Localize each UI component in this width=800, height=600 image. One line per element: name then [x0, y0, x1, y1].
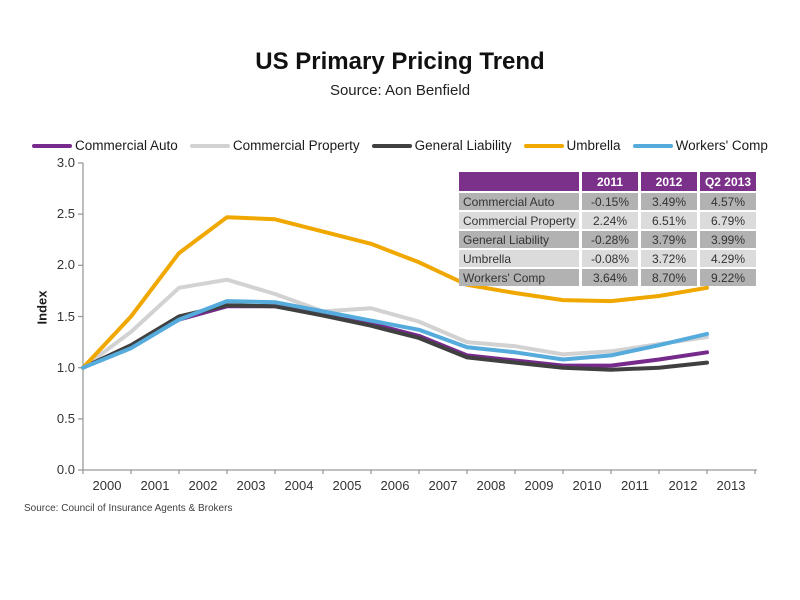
- series-line-commercial-property: [81, 277, 709, 370]
- table-cell: 3.72%: [641, 250, 697, 267]
- table-header-cell: Q2 2013: [700, 172, 756, 191]
- table-row-label: General Liability: [459, 231, 579, 248]
- page-title: US Primary Pricing Trend: [255, 48, 545, 75]
- y-tick-label: 2.0: [56, 257, 75, 273]
- table-header-row: 2011 2012 Q2 2013: [459, 172, 756, 191]
- pricing-table-body: Commercial Auto -0.15% 3.49% 4.57% Commercia…: [459, 193, 756, 286]
- table-cell: 3.99%: [700, 231, 756, 248]
- table-cell: 6.79%: [700, 212, 756, 229]
- x-tick-label: 2005: [332, 478, 362, 493]
- table-cell: 3.64%: [582, 269, 638, 286]
- x-tick-label: 2006: [380, 478, 410, 493]
- y-tick-label: 3.0: [56, 155, 75, 170]
- legend-label: Commercial Property: [232, 138, 360, 153]
- y-tick-label: 0.0: [56, 462, 75, 477]
- x-tick-label: 2013: [716, 478, 746, 493]
- table-cell: 3.79%: [641, 231, 697, 248]
- page-subtitle: Source: Aon Benfield: [329, 82, 471, 99]
- table-header-cell: [459, 172, 579, 191]
- x-tick-label: 2011: [621, 478, 649, 493]
- y-tick-label: 1.5: [56, 308, 75, 324]
- table-cell: -0.28%: [582, 231, 638, 248]
- legend-swatch: [523, 143, 564, 148]
- table-header-cell: 2012: [641, 172, 697, 191]
- x-tick-label: 2003: [236, 478, 266, 493]
- table-row-label: Umbrella: [459, 250, 579, 267]
- table-cell: 4.29%: [700, 250, 756, 267]
- table-row: Commercial Auto -0.15% 3.49% 4.57%: [459, 193, 756, 210]
- table-row-label: Commercial Auto: [459, 193, 579, 210]
- legend-item-workers-comp: Workers' Comp: [632, 138, 768, 153]
- x-tick-label: 2004: [284, 478, 314, 493]
- table-cell: 3.49%: [641, 193, 697, 210]
- pricing-table-header: 2011 2012 Q2 2013: [459, 172, 756, 191]
- x-tick-label: 2001: [140, 478, 170, 493]
- table-row: General Liability -0.28% 3.79% 3.99%: [459, 231, 756, 248]
- series-line-workers-comp: [81, 299, 709, 370]
- y-tick-label: 2.5: [56, 206, 75, 222]
- x-tick-label: 2007: [428, 478, 458, 493]
- table-row-label: Commercial Property: [459, 212, 579, 229]
- legend-label: Commercial Auto: [75, 138, 178, 153]
- x-tick-label: 2010: [572, 478, 602, 493]
- series-line-umbrella: [81, 215, 709, 370]
- table-cell: -0.08%: [582, 250, 638, 267]
- table-row: Commercial Property 2.24% 6.51% 6.79%: [459, 212, 756, 229]
- legend-swatch: [189, 143, 230, 148]
- x-tick-label: 2000: [92, 478, 122, 493]
- table-row-label: Workers' Comp: [459, 269, 579, 286]
- table-cell: 6.51%: [641, 212, 697, 229]
- chart-legend: Commercial Auto Commercial Property Genera…: [32, 138, 768, 153]
- y-tick-label: 1.0: [56, 359, 75, 375]
- x-tick-label: 2009: [524, 478, 554, 493]
- table-cell: 8.70%: [641, 269, 697, 286]
- legend-item-umbrella: Umbrella: [523, 138, 621, 153]
- table-cell: 2.24%: [582, 212, 638, 229]
- x-tick-label: 2012: [668, 478, 698, 493]
- x-tick-label: 2002: [188, 478, 218, 493]
- legend-swatch: [371, 143, 412, 148]
- x-tick-label: 2008: [476, 478, 506, 493]
- table-row: Workers' Comp 3.64% 8.70% 9.22%: [459, 269, 756, 286]
- y-tick-label: 0.5: [56, 410, 75, 426]
- legend-item-commercial-property: Commercial Property: [189, 138, 360, 153]
- legend-label: Workers' Comp: [675, 138, 768, 153]
- table-cell: -0.15%: [582, 193, 638, 210]
- legend-label: Umbrella: [566, 138, 621, 153]
- table-row: Umbrella -0.08% 3.72% 4.29%: [459, 250, 756, 267]
- legend-swatch: [32, 143, 72, 148]
- table-header-cell: 2011: [582, 172, 638, 191]
- table-cell: 9.22%: [700, 269, 756, 286]
- source-note: Source: Council of Insurance Agents & Br…: [24, 503, 233, 514]
- legend-item-commercial-auto: Commercial Auto: [32, 138, 178, 153]
- pricing-table: 2011 2012 Q2 2013 Commercial Auto -0.15% 3.4…: [456, 170, 759, 288]
- legend-swatch: [632, 143, 673, 148]
- table-cell: 4.57%: [700, 193, 756, 210]
- legend-label: General Liability: [414, 138, 512, 153]
- legend-item-general-liability: General Liability: [371, 138, 512, 153]
